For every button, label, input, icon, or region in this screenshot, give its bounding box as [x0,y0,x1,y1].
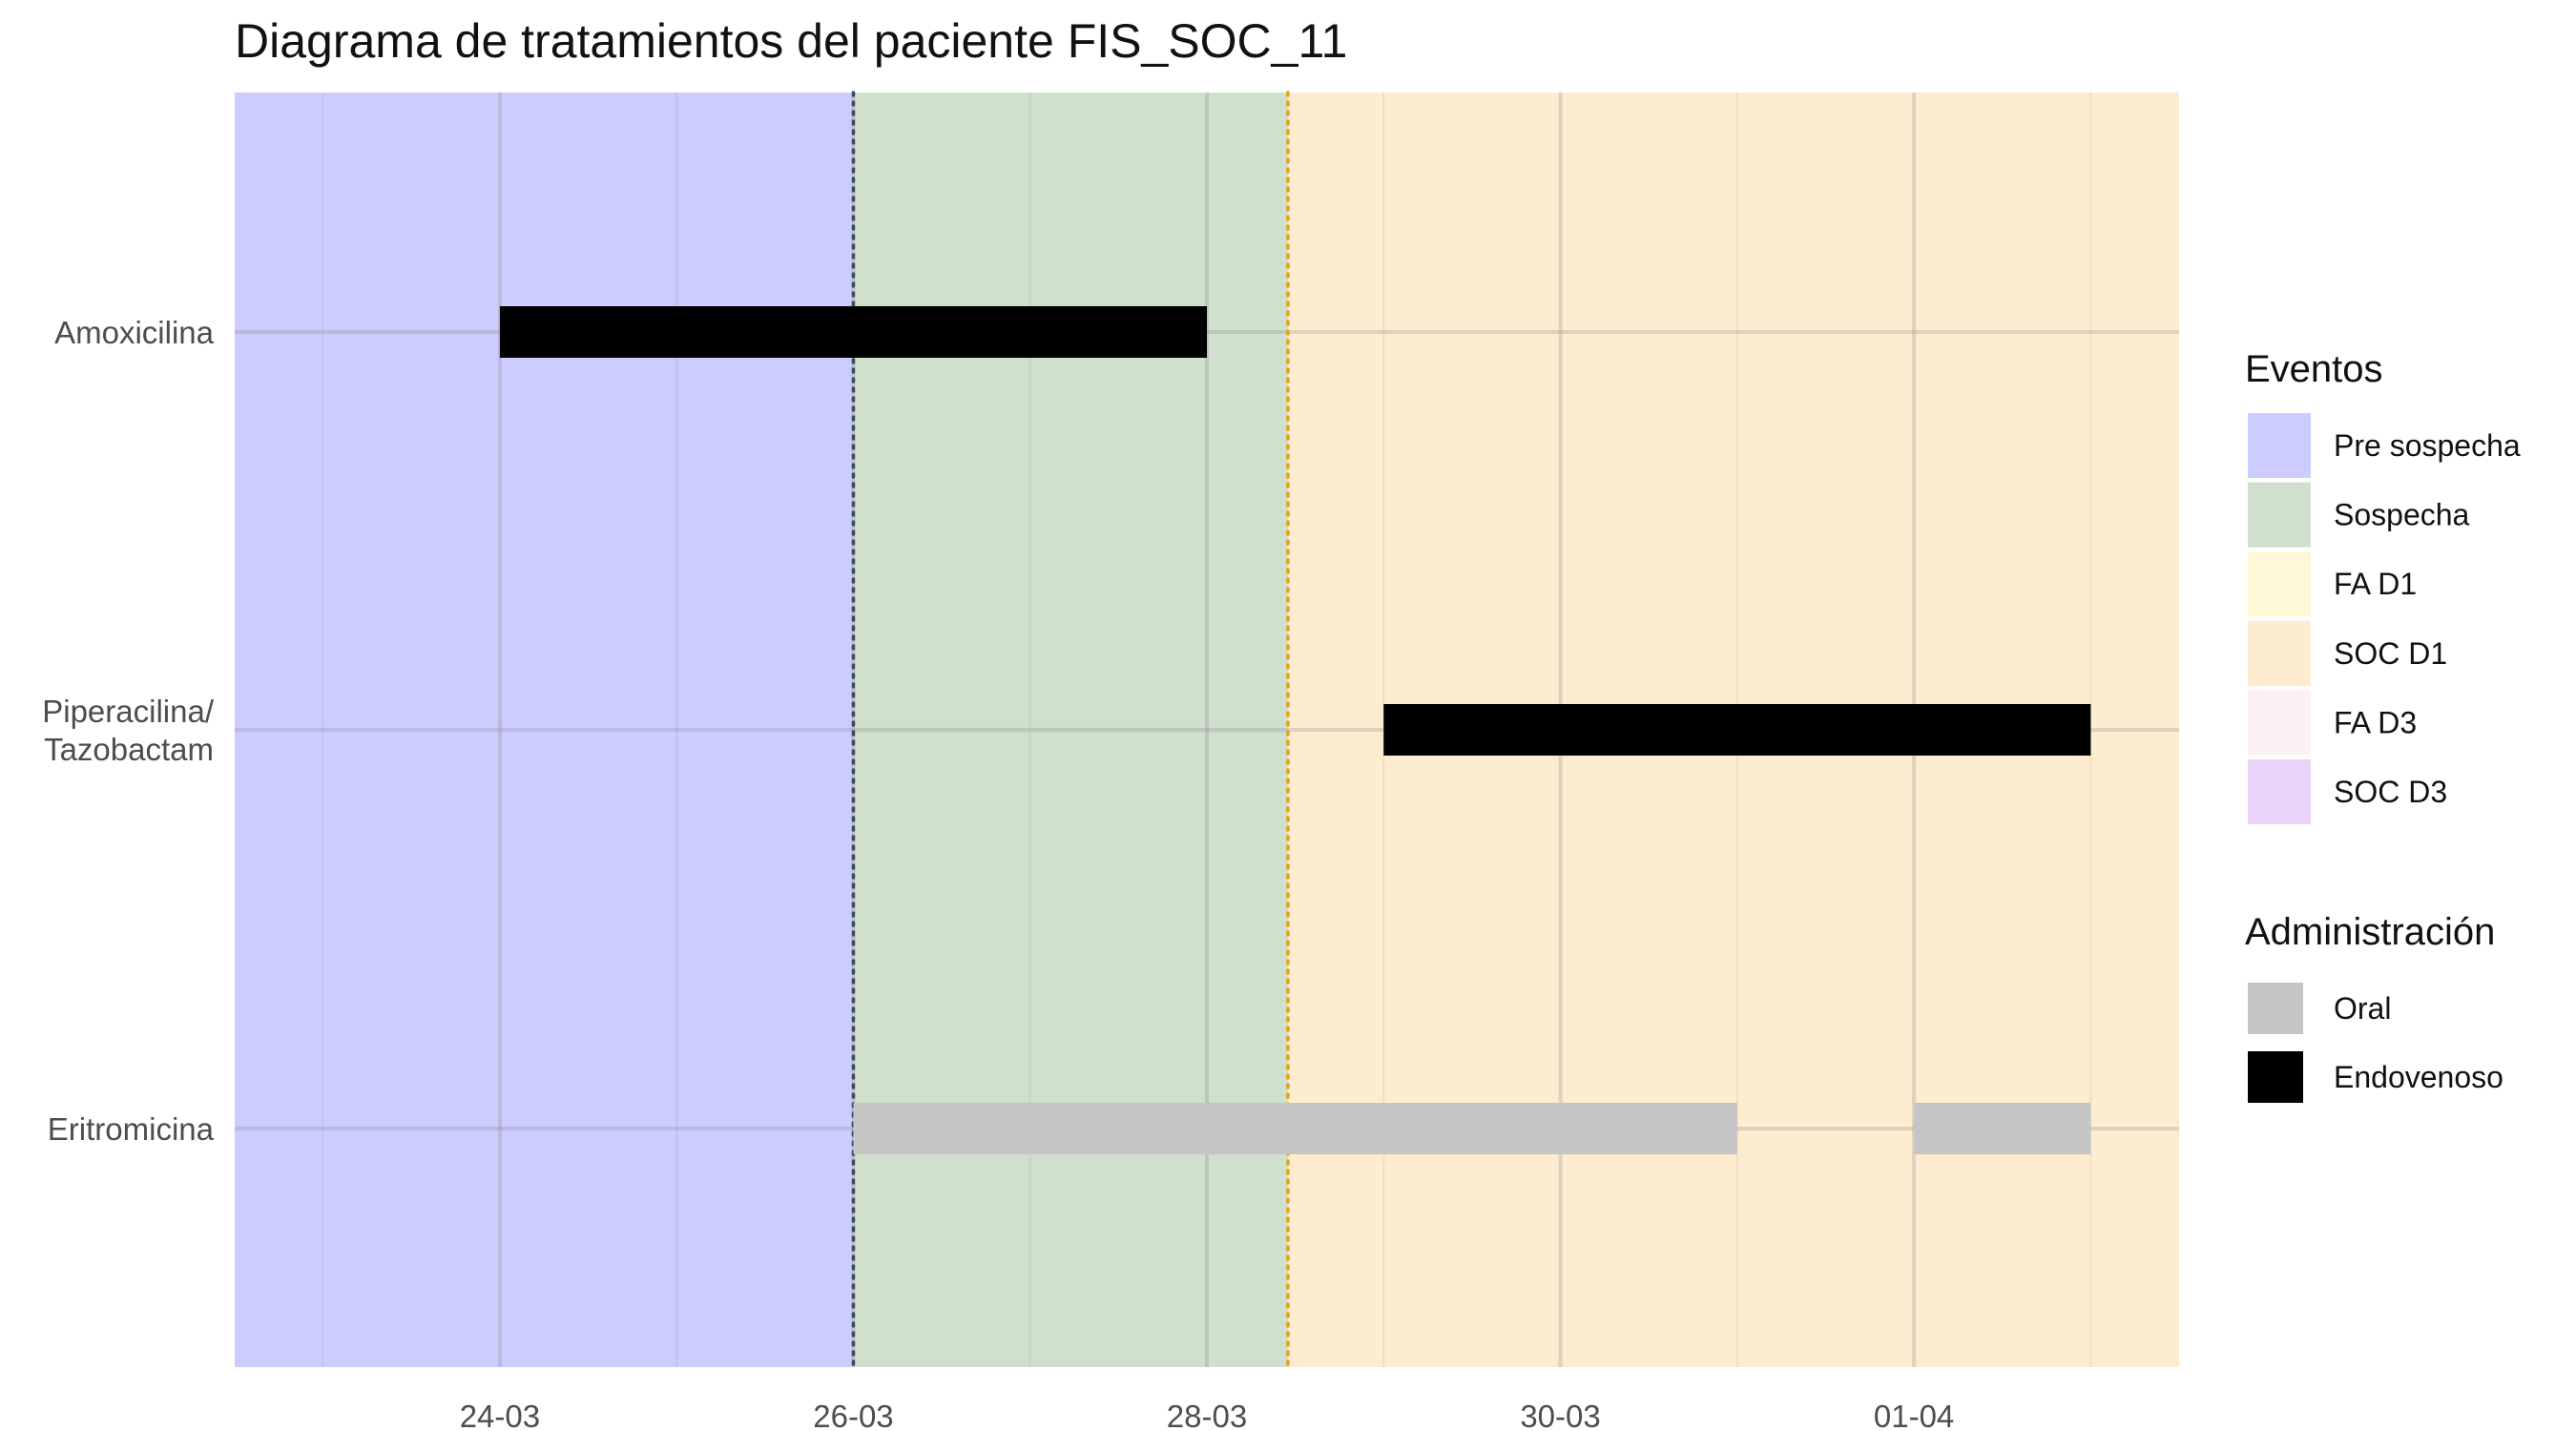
band-pre-sospecha [235,93,854,1367]
y-label-eritromicina: Eritromicina [48,1111,215,1147]
legend-administracion-title: Administración [2245,911,2495,953]
y-axis-labels: Amoxicilina Piperacilina/Tazobactam Eritro… [42,315,215,1147]
legend-eventos-label-fa-d3: FA D3 [2334,705,2417,739]
x-tick-label-01-04: 01-04 [1874,1399,1954,1431]
x-tick-label-24-03: 24-03 [460,1399,540,1431]
legend-eventos-label-fa-d1: FA D1 [2334,567,2417,601]
legend-eventos-title: Eventos [2245,348,2383,390]
legend-eventos-swatch-fa-d1 [2248,551,2311,617]
x-tick-label-26-03: 26-03 [813,1399,893,1431]
legend-administracion-label-oral: Oral [2334,991,2391,1026]
x-axis-ticks: 24-03 26-03 28-03 30-03 01-04 [460,1399,1955,1431]
event-lines [851,91,1290,1369]
legend-eventos-swatch-soc-d3 [2248,759,2311,824]
y-label-line: Eritromicina [48,1111,215,1147]
legend-eventos-swatch-soc-d1 [2248,620,2311,686]
legend-eventos-swatch-pre-sospecha [2248,413,2311,478]
legend-eventos-label-soc-d3: SOC D3 [2334,775,2447,809]
legend-eventos-label-soc-d1: SOC D1 [2334,636,2447,671]
legend-eventos-swatch-sospecha [2248,482,2311,548]
y-label-line: Amoxicilina [54,315,215,350]
chart-title: Diagrama de tratamientos del paciente FI… [235,14,1347,68]
y-label-amoxicilina: Amoxicilina [54,315,215,350]
treatment-bar-eritromicina-oral-4 [1914,1103,2091,1154]
legend-administracion-label-endovenoso: Endovenoso [2334,1060,2503,1094]
legend-administracion-swatch-oral [2248,983,2303,1034]
x-tick-label-28-03: 28-03 [1167,1399,1247,1431]
y-label-line: Tazobactam [44,732,214,767]
x-tick-label-30-03: 30-03 [1520,1399,1600,1431]
treatment-bar-eritromicina-oral-3 [853,1103,1737,1154]
band-sospecha [853,93,1288,1367]
legend-eventos-label-pre-sospecha: Pre sospecha [2334,428,2521,463]
y-label-piperacilina: Piperacilina/Tazobactam [42,694,215,767]
legends: Eventos Pre sospecha Sospecha FA D1 SOC D1 FA… [2245,348,2521,1103]
legend-administracion-swatch-endovenoso [2248,1051,2303,1103]
y-label-line: Piperacilina/ [42,694,215,729]
treatment-bar-piperacilina-endovenoso-2 [1383,704,2091,756]
legend-eventos-label-sospecha: Sospecha [2334,498,2470,532]
treatment-bars [499,306,2091,1154]
treatment-bar-amoxicilina-endovenoso-1 [499,306,1207,358]
legend-eventos-swatch-fa-d3 [2248,690,2311,756]
